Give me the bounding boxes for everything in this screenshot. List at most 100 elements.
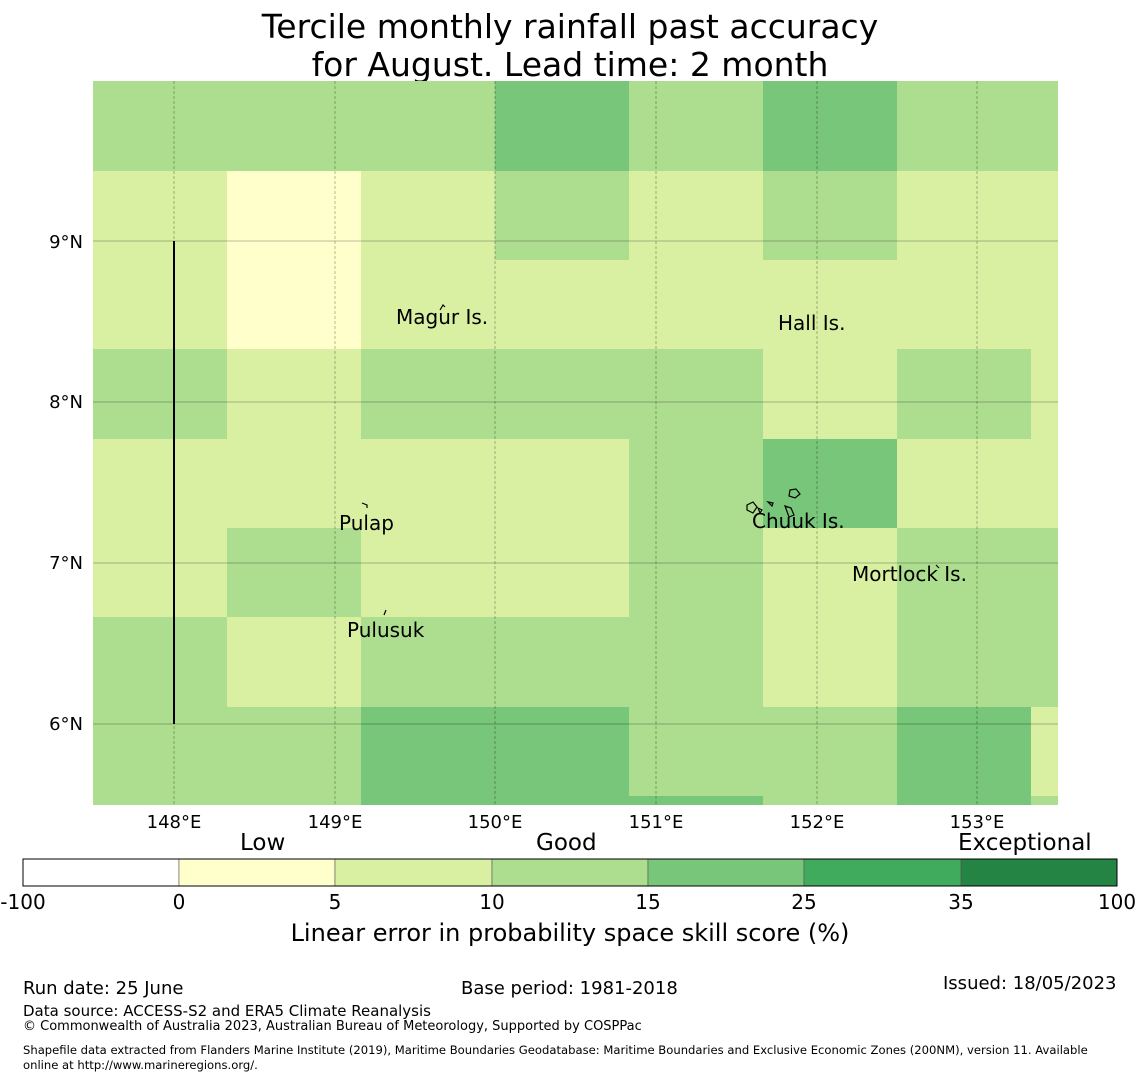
grid-cell: [1031, 260, 1058, 349]
grid-cell: [361, 171, 495, 260]
grid-cell: [897, 796, 1031, 805]
grid-cell: [227, 707, 361, 796]
grid-cell: [763, 707, 897, 796]
grid-cell: [897, 617, 1031, 707]
pulap-island-shape: [361, 502, 368, 508]
lon-tick-151e: 151°E: [629, 812, 684, 830]
data-source: Data source: ACCESS-S2 and ERA5 Climate …: [23, 1002, 431, 1020]
grid-cell: [93, 617, 227, 707]
colorbar-category-exceptional: Exceptional: [958, 830, 1092, 856]
grid-cell: [763, 617, 897, 707]
colorbar-label: Linear error in probability space skill …: [290, 919, 850, 947]
colorbar-segment: [22, 858, 180, 887]
grid-cell: [629, 707, 763, 796]
lat-tick-7n: 7°N: [49, 553, 83, 574]
colorbar-segment: [803, 858, 962, 887]
grid-cell: [227, 796, 361, 805]
chuuk-island-shape-5: [756, 506, 763, 515]
grid-cell: [629, 617, 763, 707]
island-outlines: [361, 304, 940, 616]
grid-cell: [629, 349, 763, 439]
grid-cell: [1031, 349, 1058, 439]
grid-cell: [361, 617, 495, 707]
colorbar-tick-0: 0: [172, 890, 186, 914]
lon-tick-149e: 149°E: [308, 812, 363, 830]
grid-cell: [227, 171, 361, 260]
colorbar-segment: [334, 858, 493, 887]
place-label-magur: Magur Is.: [396, 305, 488, 329]
grid-cell: [93, 171, 227, 260]
grid-cell: [227, 439, 361, 528]
grid-cell: [495, 260, 629, 349]
grid-cell: [93, 707, 227, 796]
chuuk-island-shape-1: [746, 501, 758, 514]
grid-cell: [763, 528, 897, 617]
colorbar-outline: [22, 858, 1118, 887]
colorbar-segment: [178, 858, 336, 887]
grid-cell: [227, 260, 361, 349]
chuuk-island-shape-3: [766, 501, 774, 508]
copyright-notice: © Commonwealth of Australia 2023, Austra…: [23, 1019, 642, 1034]
grid-cell: [1031, 707, 1058, 796]
place-label-pulusuk: Pulusuk: [347, 618, 425, 642]
grid-cell: [897, 707, 1031, 796]
colorbar-tick-100: 100: [1097, 890, 1137, 914]
grid-cell: [763, 796, 897, 805]
colorbar-tick-10: 10: [479, 890, 505, 914]
colorbar: [22, 858, 1118, 887]
map-plot: Magur Is. Hall Is. Pulap Chuuk Is. Mortl…: [49, 81, 1058, 830]
colorbar-tick-15: 15: [635, 890, 661, 914]
grid-cell: [897, 439, 1031, 528]
colorbar-tick-5: 5: [328, 890, 342, 914]
grid-cell: [763, 81, 897, 171]
strip-cell: [629, 796, 763, 805]
graticule: [93, 81, 1058, 805]
chart-title-line1: Tercile monthly rainfall past accuracy: [261, 7, 879, 46]
colorbar-segment: [960, 858, 1118, 887]
grid-cell: [1031, 528, 1058, 617]
grid-cell: [1031, 439, 1058, 528]
chuuk-island-shape-2: [788, 488, 801, 499]
grid-cell: [1031, 171, 1058, 260]
lon-tick-150e: 150°E: [468, 812, 523, 830]
grid-cell: [897, 171, 1031, 260]
grid-cell: [227, 349, 361, 439]
grid-cell: [629, 528, 763, 617]
grid-cell: [93, 81, 227, 171]
grid-cell: [495, 171, 629, 260]
mortlock-island-shape: [935, 564, 940, 569]
grid-cell: [629, 171, 763, 260]
skill-grid: [93, 81, 1058, 805]
grid-cell: [361, 439, 495, 528]
grid-cell: [93, 439, 227, 528]
lon-tick-153e: 153°E: [950, 812, 1005, 830]
grid-cell: [93, 260, 227, 349]
grid-cell: [495, 81, 629, 171]
grid-cell: [897, 349, 1031, 439]
pulusuk-island-shape: [383, 609, 387, 616]
place-label-chuuk: Chuuk Is.: [752, 509, 845, 533]
base-period: Base period: 1981-2018: [461, 978, 678, 999]
grid-cell: [361, 349, 495, 439]
grid-cell: [629, 81, 763, 171]
grid-cell: [361, 528, 495, 617]
grid-cell: [495, 439, 629, 528]
grid-cell: [93, 349, 227, 439]
colorbar-tick-35: 35: [948, 890, 974, 914]
lat-tick-6n: 6°N: [49, 714, 83, 735]
colorbar-tick-25: 25: [791, 890, 817, 914]
magur-island-shape: [439, 304, 446, 311]
colorbar-tick-minus100: -100: [0, 890, 46, 914]
grid-cell: [763, 439, 897, 528]
grid-cell: [495, 707, 629, 796]
grid-cell: [227, 81, 361, 171]
lon-tick-148e: 148°E: [147, 812, 202, 830]
place-label-mortlock: Mortlock Is.: [852, 562, 967, 586]
grid-cell: [1031, 796, 1058, 805]
place-label-hall: Hall Is.: [778, 311, 845, 335]
grid-cell: [763, 349, 897, 439]
colorbar-segment: [647, 858, 805, 887]
issued-date: Issued: 18/05/2023: [943, 973, 1117, 994]
grid-cell: [93, 796, 227, 805]
colorbar-category-good: Good: [536, 830, 597, 856]
